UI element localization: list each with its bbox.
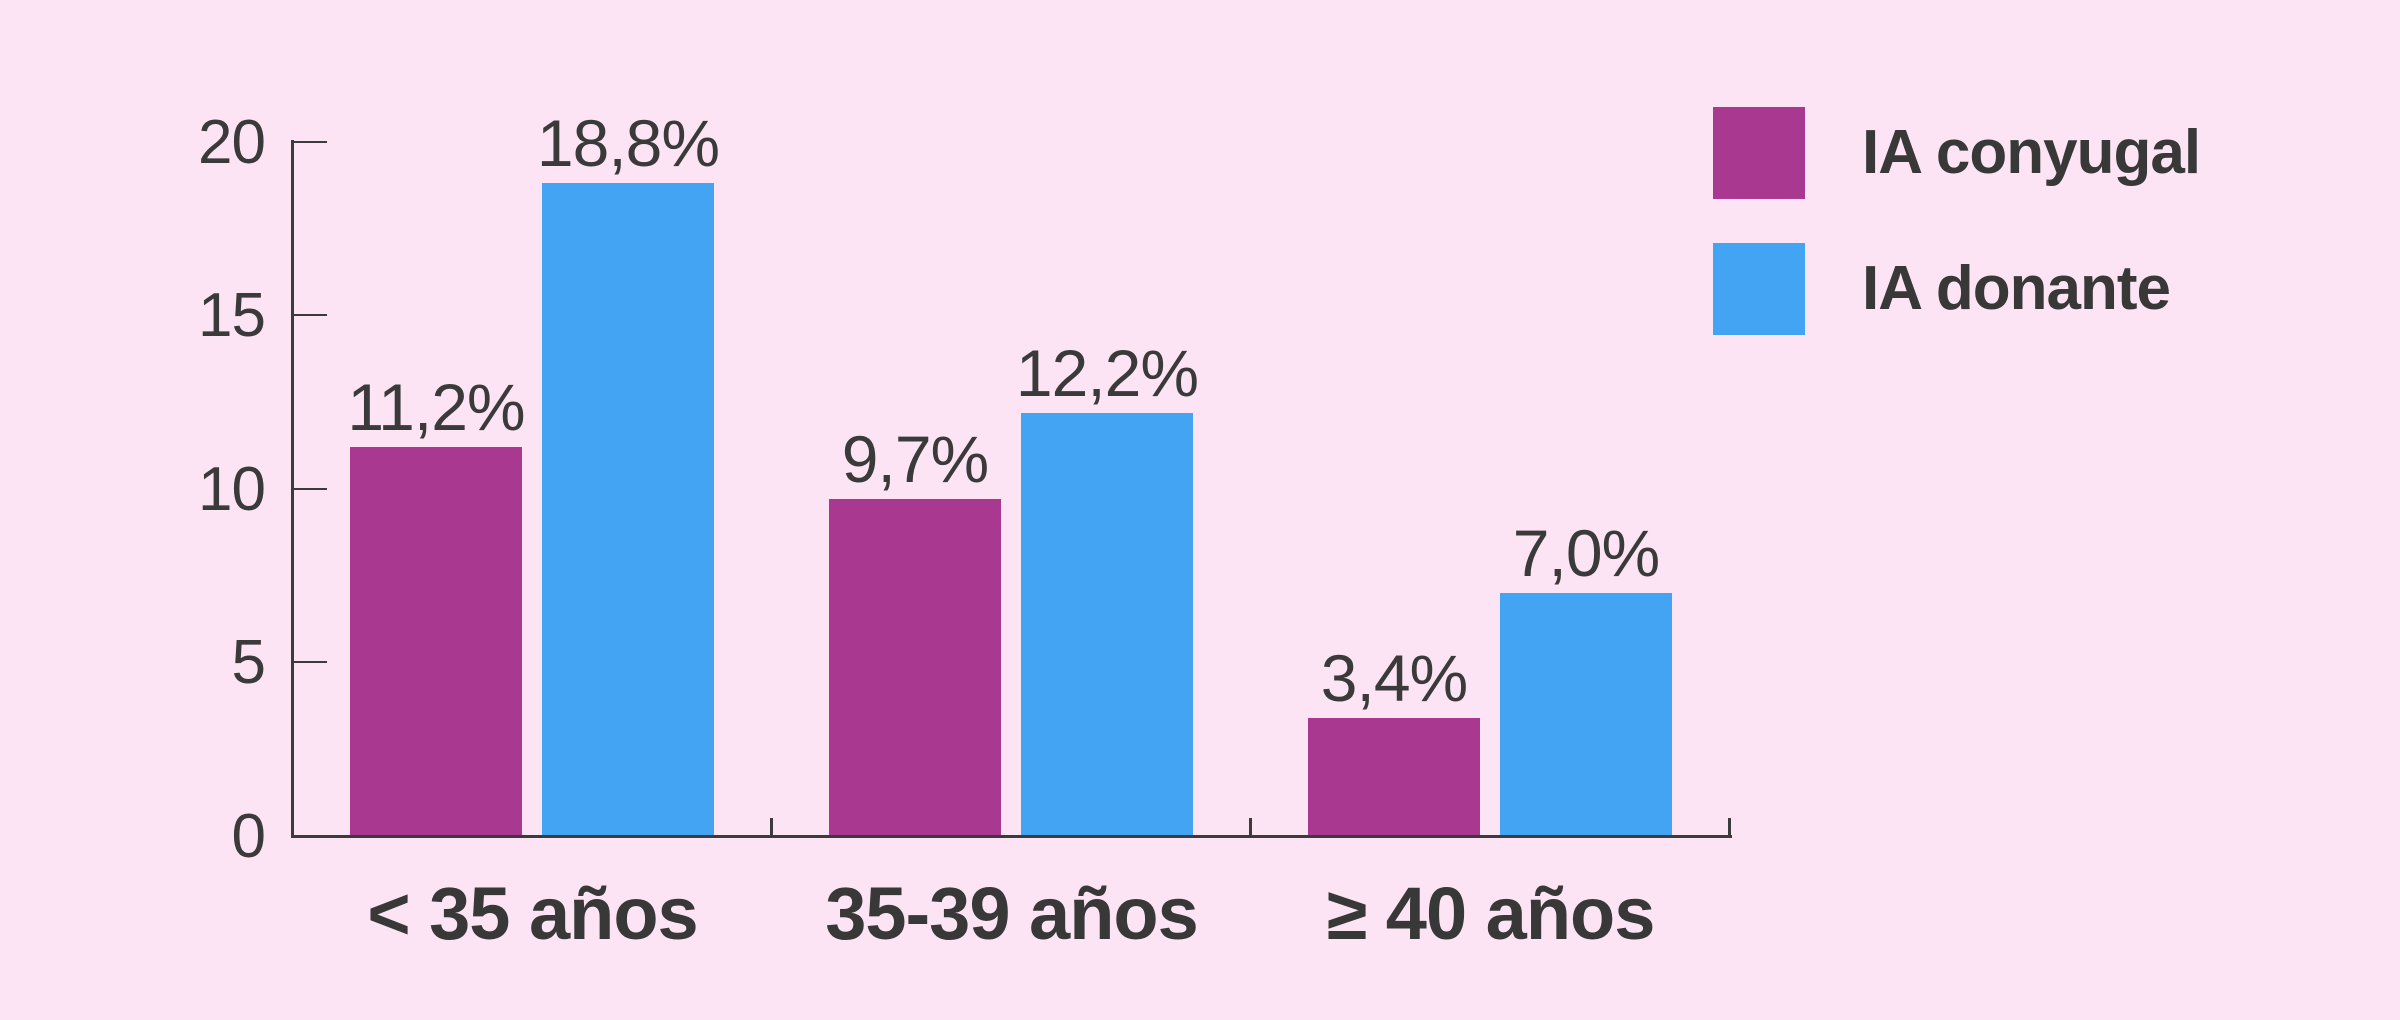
category-label: < 35 años: [367, 872, 698, 955]
value-label: 3,4%: [1320, 640, 1468, 715]
legend-swatch-donante-icon: [1713, 243, 1805, 335]
value-label: 12,2%: [1015, 335, 1199, 410]
y-axis-tick-label: 0: [231, 802, 266, 871]
y-axis-tick-label: 10: [198, 454, 266, 524]
legend-label-donante: IA donante: [1862, 254, 2171, 323]
y-axis-tick-label: 20: [198, 107, 266, 177]
x-axis-tick: [770, 818, 773, 836]
value-label: 7,0%: [1512, 516, 1660, 591]
y-axis-line: [291, 140, 294, 838]
category-label: ≥ 40 años: [1326, 872, 1656, 955]
legend-swatch-conyugal-icon: [1713, 107, 1805, 199]
legend-label-conyugal: IA conyugal: [1862, 118, 2201, 187]
y-axis-tick: [293, 661, 327, 664]
y-axis-tick-label: 15: [198, 281, 266, 351]
legend-item-donante: IA donante: [1713, 243, 2171, 335]
y-axis-tick: [293, 487, 327, 490]
y-axis-tick-label: 5: [231, 628, 266, 698]
y-axis-tick: [293, 140, 327, 143]
value-label: 18,8%: [536, 106, 720, 181]
value-label: 9,7%: [841, 422, 989, 497]
bar-ia-donante-0: [542, 183, 714, 836]
bar-ia-conyugal-2: [1308, 717, 1480, 836]
bar-ia-donante-1: [1021, 412, 1193, 836]
value-label: 11,2%: [347, 370, 525, 445]
bar-ia-conyugal-1: [829, 499, 1001, 836]
x-axis-tick: [1728, 818, 1731, 836]
category-label: 35-39 años: [825, 872, 1199, 955]
legend-item-conyugal: IA conyugal: [1713, 107, 2201, 199]
x-axis-line: [291, 835, 1732, 838]
bar-ia-donante-2: [1500, 593, 1672, 836]
bar-ia-conyugal-0: [350, 447, 522, 836]
x-axis-tick: [1249, 818, 1252, 836]
y-axis-tick: [293, 314, 327, 317]
